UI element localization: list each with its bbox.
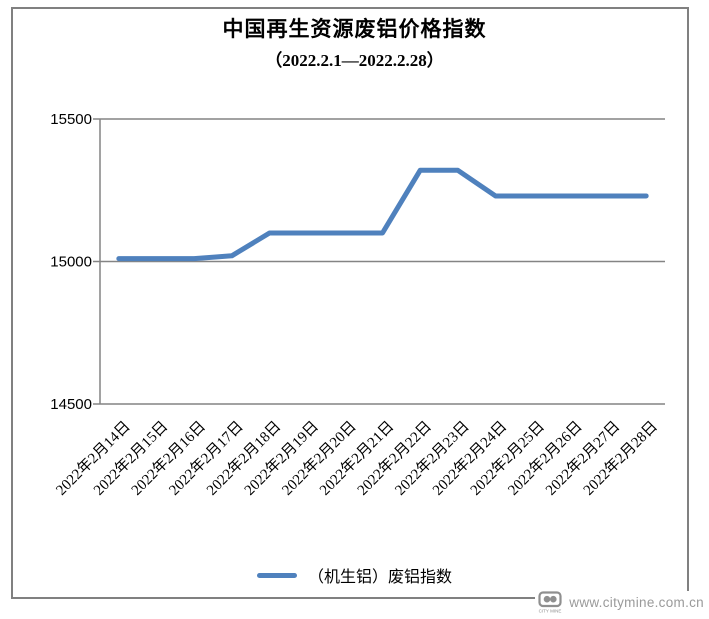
series-line-scrap-aluminum-index bbox=[116, 167, 649, 262]
svg-text:14500: 14500 bbox=[50, 396, 92, 413]
y-axis bbox=[93, 118, 101, 405]
y-tick-labels: 14500 15000 15500 bbox=[50, 111, 92, 413]
legend: （机生铝）废铝指数 bbox=[0, 563, 709, 587]
title-block: 中国再生资源废铝价格指数 （2022.2.1—2022.2.28） bbox=[0, 13, 709, 71]
legend-label: （机生铝）废铝指数 bbox=[307, 569, 452, 586]
watermark-url-text: www.citymine.com.cn bbox=[569, 595, 704, 610]
citymine-logo-caption: CITY MINE bbox=[539, 609, 562, 614]
chart-subtitle: （2022.2.1—2022.2.28） bbox=[265, 51, 444, 70]
legend-line-marker bbox=[256, 572, 297, 578]
svg-text:15500: 15500 bbox=[50, 111, 92, 128]
chart-title: 中国再生资源废铝价格指数 bbox=[222, 17, 487, 41]
citymine-logo-icon: CITY MINE bbox=[538, 591, 562, 614]
chart-border bbox=[11, 7, 689, 599]
watermark: CITY MINE www.citymine.com.cn bbox=[535, 591, 704, 614]
x-tick-labels: 2022年2月14日2022年2月15日2022年2月16日2022年2月17日… bbox=[53, 418, 661, 499]
y-gridlines bbox=[100, 118, 665, 405]
svg-text:15000: 15000 bbox=[50, 254, 92, 271]
